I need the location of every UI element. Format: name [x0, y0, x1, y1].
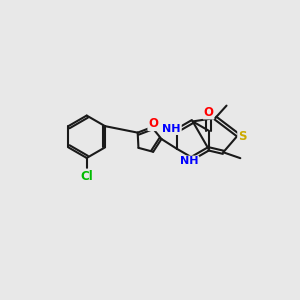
Text: S: S: [238, 130, 247, 143]
Text: NH: NH: [162, 124, 181, 134]
Text: NH: NH: [180, 157, 198, 166]
Text: O: O: [203, 106, 214, 118]
Text: O: O: [148, 117, 158, 130]
Text: Cl: Cl: [80, 170, 93, 183]
